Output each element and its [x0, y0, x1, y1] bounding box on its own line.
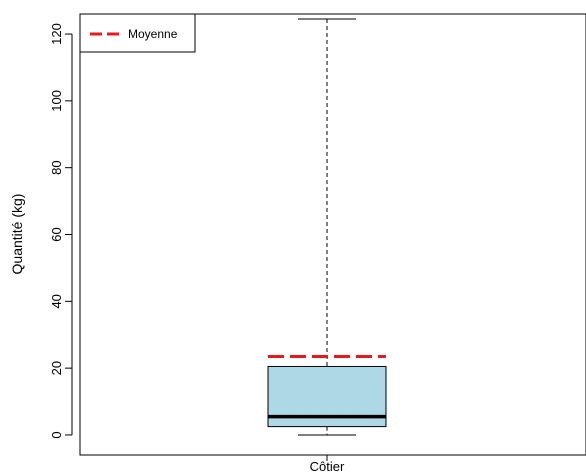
y-tick-label: 120 [49, 23, 64, 45]
x-axis: Côtier [310, 455, 345, 474]
legend-label: Moyenne [128, 27, 178, 41]
y-axis-label: Quantité (kg) [9, 194, 25, 275]
box-marks [267, 18, 387, 436]
y-tick-label: 100 [49, 90, 64, 112]
plot-frame [79, 13, 586, 456]
y-tick-label: 0 [49, 431, 64, 438]
legend: Moyenne [79, 13, 196, 53]
y-tick-label: 60 [49, 227, 64, 241]
x-tick-label: Côtier [310, 459, 345, 474]
y-tick-label: 20 [49, 361, 64, 375]
y-tick-label: 40 [49, 294, 64, 308]
y-tick-label: 80 [49, 160, 64, 174]
y-axis: 0 20 40 60 80 100 120 [49, 23, 73, 439]
